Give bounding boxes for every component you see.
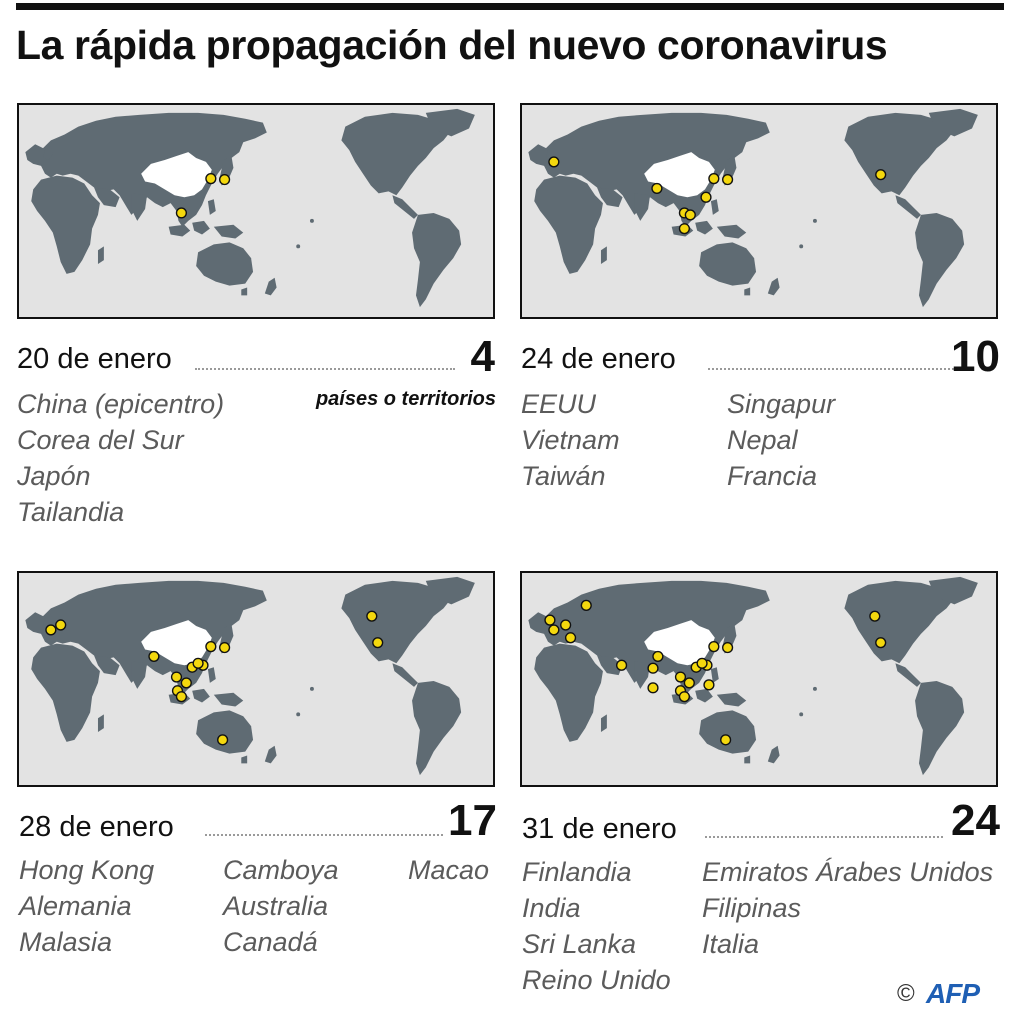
case-dot — [372, 637, 384, 649]
country-name: Japón — [17, 461, 91, 491]
case-dot — [875, 637, 887, 649]
china-epicenter-shape — [644, 620, 715, 666]
map-panel-1 — [17, 103, 495, 319]
panel-date: 20 de enero — [17, 343, 172, 375]
country-name: Australia — [223, 891, 329, 921]
panel-date: 24 de enero — [521, 343, 676, 375]
case-dot — [148, 650, 160, 663]
case-dot — [721, 641, 734, 654]
case-dot — [696, 657, 708, 669]
map-panel-3 — [17, 571, 495, 787]
country-name: Vietnam — [521, 425, 620, 455]
afp-logo: AFP — [926, 978, 980, 1009]
case-dot — [218, 173, 231, 186]
country-name: Malasia — [19, 927, 113, 957]
country-name: Reino Unido — [522, 965, 671, 995]
leader-line — [205, 834, 443, 836]
panel-date: 31 de enero — [522, 813, 677, 845]
map-panel-4 — [520, 571, 998, 787]
case-dot — [708, 641, 720, 653]
case-dot — [548, 156, 560, 168]
country-name: Camboya — [223, 855, 339, 885]
case-dot — [678, 223, 691, 235]
case-dot — [192, 657, 204, 669]
case-dot — [869, 610, 881, 622]
case-dot — [544, 614, 556, 626]
country-name: Nepal — [727, 425, 798, 455]
world-map-1 — [21, 105, 491, 317]
case-dot — [683, 677, 695, 689]
case-dot — [684, 209, 696, 221]
case-dot — [55, 619, 67, 631]
top-rule — [16, 3, 1004, 10]
case-dot — [564, 632, 577, 644]
case-dot — [652, 650, 664, 663]
leader-line — [705, 836, 943, 838]
case-dot — [205, 173, 217, 185]
case-dot — [615, 659, 628, 671]
case-dot — [548, 624, 560, 636]
case-dot — [205, 641, 217, 653]
case-dot — [170, 671, 183, 683]
country-count: 10 — [951, 332, 1000, 381]
case-dot — [678, 691, 691, 703]
country-name: Singapur — [727, 389, 836, 419]
case-dot — [721, 173, 734, 186]
map-panel-2 — [520, 103, 998, 319]
world-map-3 — [21, 573, 491, 785]
case-dot — [700, 191, 712, 203]
case-dot — [875, 169, 887, 181]
case-dot — [45, 624, 57, 636]
case-dot — [175, 691, 188, 703]
china-epicenter-shape — [141, 152, 212, 198]
country-name: India — [522, 893, 581, 923]
case-dot — [647, 662, 659, 674]
country-name: Tailandia — [17, 497, 125, 527]
case-dot — [647, 682, 659, 694]
case-dot — [720, 734, 732, 746]
case-dot — [218, 641, 231, 654]
copyright-symbol: © — [897, 980, 915, 1007]
case-dot — [708, 173, 720, 185]
case-dot — [674, 671, 687, 683]
country-name: Finlandia — [522, 857, 632, 887]
china-epicenter-shape — [644, 152, 715, 198]
country-name: Canadá — [223, 927, 318, 957]
case-dot — [366, 610, 378, 622]
page-title: La rápida propagación del nuevo coronavi… — [16, 22, 888, 68]
country-name: Francia — [727, 461, 818, 491]
case-dot — [175, 207, 188, 219]
country-name: Sri Lanka — [522, 929, 637, 959]
country-name: Corea del Sur — [17, 425, 184, 455]
case-dot — [703, 679, 715, 691]
count-label: países o territorios — [315, 388, 496, 410]
china-epicenter-shape — [141, 620, 212, 666]
country-name: Emiratos Árabes Unidos — [702, 857, 994, 887]
panel-date: 28 de enero — [19, 811, 174, 843]
country-name: Italia — [702, 929, 760, 959]
country-name: Taiwán — [521, 461, 606, 491]
country-count: 17 — [448, 796, 497, 845]
country-name: Alemania — [19, 891, 132, 921]
case-dot — [217, 734, 229, 746]
leader-line — [195, 368, 455, 370]
case-dot — [180, 677, 192, 689]
country-count: 4 — [470, 332, 495, 381]
country-name: China (epicentro) — [17, 389, 225, 419]
case-dot — [651, 182, 663, 195]
country-name: Hong Kong — [19, 855, 155, 885]
world-map-2 — [524, 105, 994, 317]
world-map-4 — [524, 573, 994, 785]
country-name: EEUU — [521, 389, 597, 419]
leader-line — [708, 368, 954, 370]
country-count: 24 — [951, 796, 1000, 845]
country-name: Macao — [408, 855, 490, 885]
case-dot — [560, 619, 572, 631]
case-dot — [580, 599, 592, 611]
country-name: Filipinas — [702, 893, 802, 923]
